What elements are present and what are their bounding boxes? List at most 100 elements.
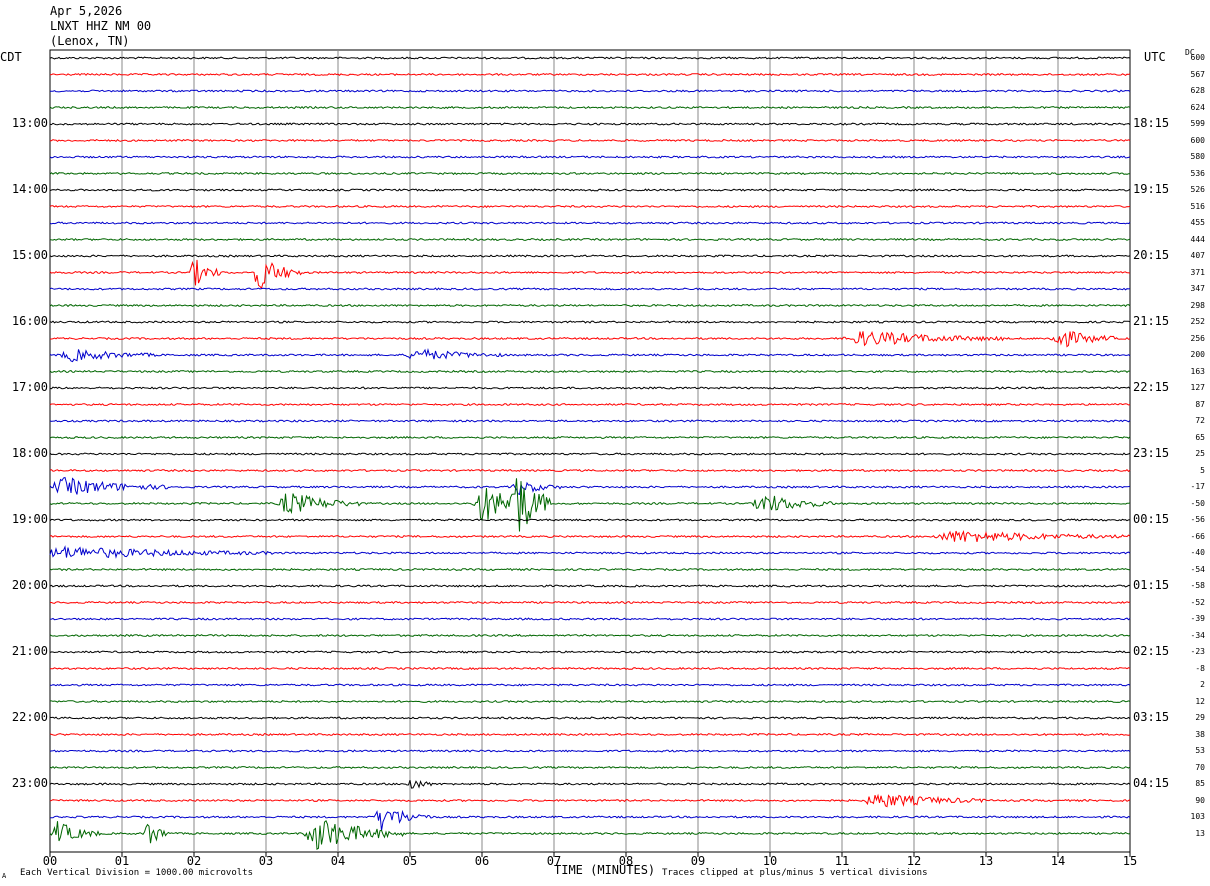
seismic-trace-1	[49, 72, 1131, 77]
dc-offset-label: -23	[1190, 647, 1205, 656]
seismic-trace-27	[49, 478, 1131, 532]
x-tick-label: 05	[403, 854, 417, 868]
seismic-trace-31	[49, 567, 1131, 572]
dc-offset-label: 29	[1195, 713, 1205, 722]
seismic-trace-2	[50, 89, 1131, 93]
seismic-trace-18	[49, 348, 1131, 363]
dc-offset-label: -66	[1190, 531, 1205, 541]
seismic-trace-9	[49, 204, 1131, 209]
seismic-trace-20	[49, 386, 1131, 390]
seismic-trace-34	[49, 617, 1131, 621]
dc-offset-label: 600	[1190, 53, 1205, 62]
seismic-trace-28	[49, 518, 1131, 522]
dc-offset-label: -54	[1190, 564, 1205, 574]
seismic-trace-45	[49, 793, 1131, 808]
x-tick-label: 02	[187, 854, 201, 868]
seismic-trace-36	[49, 650, 1131, 654]
seismic-trace-32	[49, 584, 1130, 588]
dc-offset-label: -17	[1190, 482, 1205, 491]
x-tick-label: 04	[331, 854, 345, 868]
scale-note: Each Vertical Division = 1000.00 microvo…	[20, 868, 253, 878]
x-tick-label: 01	[115, 854, 129, 868]
dc-offset-label: -58	[1190, 581, 1205, 590]
x-tick-label: 14	[1051, 854, 1065, 868]
plot-grid	[49, 49, 1131, 853]
seismic-trace-33	[50, 600, 1131, 605]
dc-offset-label: 53	[1195, 746, 1205, 755]
dc-offset-label: 624	[1190, 102, 1205, 112]
seismic-trace-24	[49, 452, 1131, 456]
left-hour-label: 19:00	[11, 512, 48, 526]
left-hour-label: 14:00	[11, 182, 48, 196]
x-axis-ticks: 00 01 02 03 04 05 06 07 08 09 10 11 12 13 14 15	[43, 852, 1137, 868]
x-tick-label: 00	[43, 854, 57, 868]
seismic-trace-44	[49, 779, 1131, 789]
dc-offset-label: 12	[1195, 696, 1205, 706]
seismic-trace-41	[49, 732, 1131, 737]
dc-offset-label: 526	[1190, 185, 1205, 194]
seismic-trace-19	[49, 369, 1130, 374]
dc-offset-label: 87	[1195, 399, 1205, 409]
dc-offset-header: DC	[1185, 48, 1195, 57]
left-hour-label: 16:00	[11, 314, 48, 328]
dc-offset-label: 252	[1190, 317, 1205, 326]
x-tick-label: 03	[259, 854, 273, 868]
chart-date: Apr 5,2026	[50, 4, 123, 18]
dc-offset-label: -39	[1190, 614, 1205, 623]
dc-offset-label: 200	[1190, 350, 1205, 359]
dc-offset-label: 85	[1195, 779, 1205, 788]
x-tick-label: 11	[835, 854, 849, 868]
seismic-trace-3	[49, 105, 1131, 110]
dc-offset-label: -34	[1190, 630, 1205, 640]
dc-offset-label: -52	[1190, 597, 1205, 607]
seismic-trace-43	[49, 765, 1131, 770]
seismic-trace-15	[49, 303, 1131, 308]
seismic-trace-25	[49, 468, 1131, 473]
left-hour-label: 21:00	[11, 644, 48, 658]
dc-offset-label: 371	[1190, 267, 1205, 277]
dc-offset-label: 70	[1195, 762, 1205, 772]
left-hour-label: 13:00	[11, 116, 48, 130]
right-hour-label: 20:15	[1133, 248, 1170, 262]
seismic-trace-35	[49, 633, 1131, 638]
right-hour-label: 21:15	[1133, 314, 1170, 328]
right-hour-label: 22:15	[1133, 380, 1170, 394]
dc-offset-label: 90	[1195, 795, 1205, 805]
seismic-trace-42	[49, 749, 1131, 753]
seismic-traces	[49, 56, 1131, 850]
dc-offset-label: 444	[1190, 234, 1205, 244]
seismic-trace-10	[49, 221, 1131, 225]
dc-offset-label: 347	[1190, 284, 1205, 293]
left-hour-label: 18:00	[11, 446, 48, 460]
seismic-trace-37	[49, 666, 1131, 671]
seismic-trace-12	[49, 254, 1131, 258]
dc-offset-label: 25	[1195, 449, 1205, 458]
x-tick-label: 07	[547, 854, 561, 868]
seismic-trace-38	[49, 683, 1131, 687]
chart-location: (Lenox, TN)	[50, 34, 130, 48]
dc-offset-label: -40	[1190, 548, 1205, 557]
seismic-trace-30	[49, 545, 1131, 559]
dc-offset-label: 600	[1190, 135, 1205, 145]
seismic-trace-26	[49, 476, 1131, 496]
dc-offset-label: 407	[1190, 251, 1205, 260]
left-timezone-label: CDT	[0, 50, 22, 64]
dc-offset-label: 628	[1190, 86, 1205, 95]
right-hour-label: 01:15	[1133, 578, 1170, 592]
x-tick-label: 08	[619, 854, 633, 868]
right-hour-label: 18:15	[1133, 116, 1170, 130]
dc-offset-label: 599	[1190, 119, 1205, 128]
dc-offset-label: -56	[1190, 515, 1205, 524]
x-tick-label: 10	[763, 854, 777, 868]
seismic-trace-11	[49, 237, 1131, 242]
dc-offset-label: 455	[1190, 218, 1205, 227]
seismic-trace-7	[49, 171, 1131, 176]
right-hour-label: 02:15	[1133, 644, 1170, 658]
seismic-trace-21	[49, 402, 1131, 407]
x-tick-label: 15	[1123, 854, 1137, 868]
seismic-trace-39	[50, 699, 1131, 704]
right-hour-label: 00:15	[1133, 512, 1170, 526]
seismic-trace-14	[49, 287, 1131, 291]
seismic-trace-23	[49, 435, 1131, 440]
